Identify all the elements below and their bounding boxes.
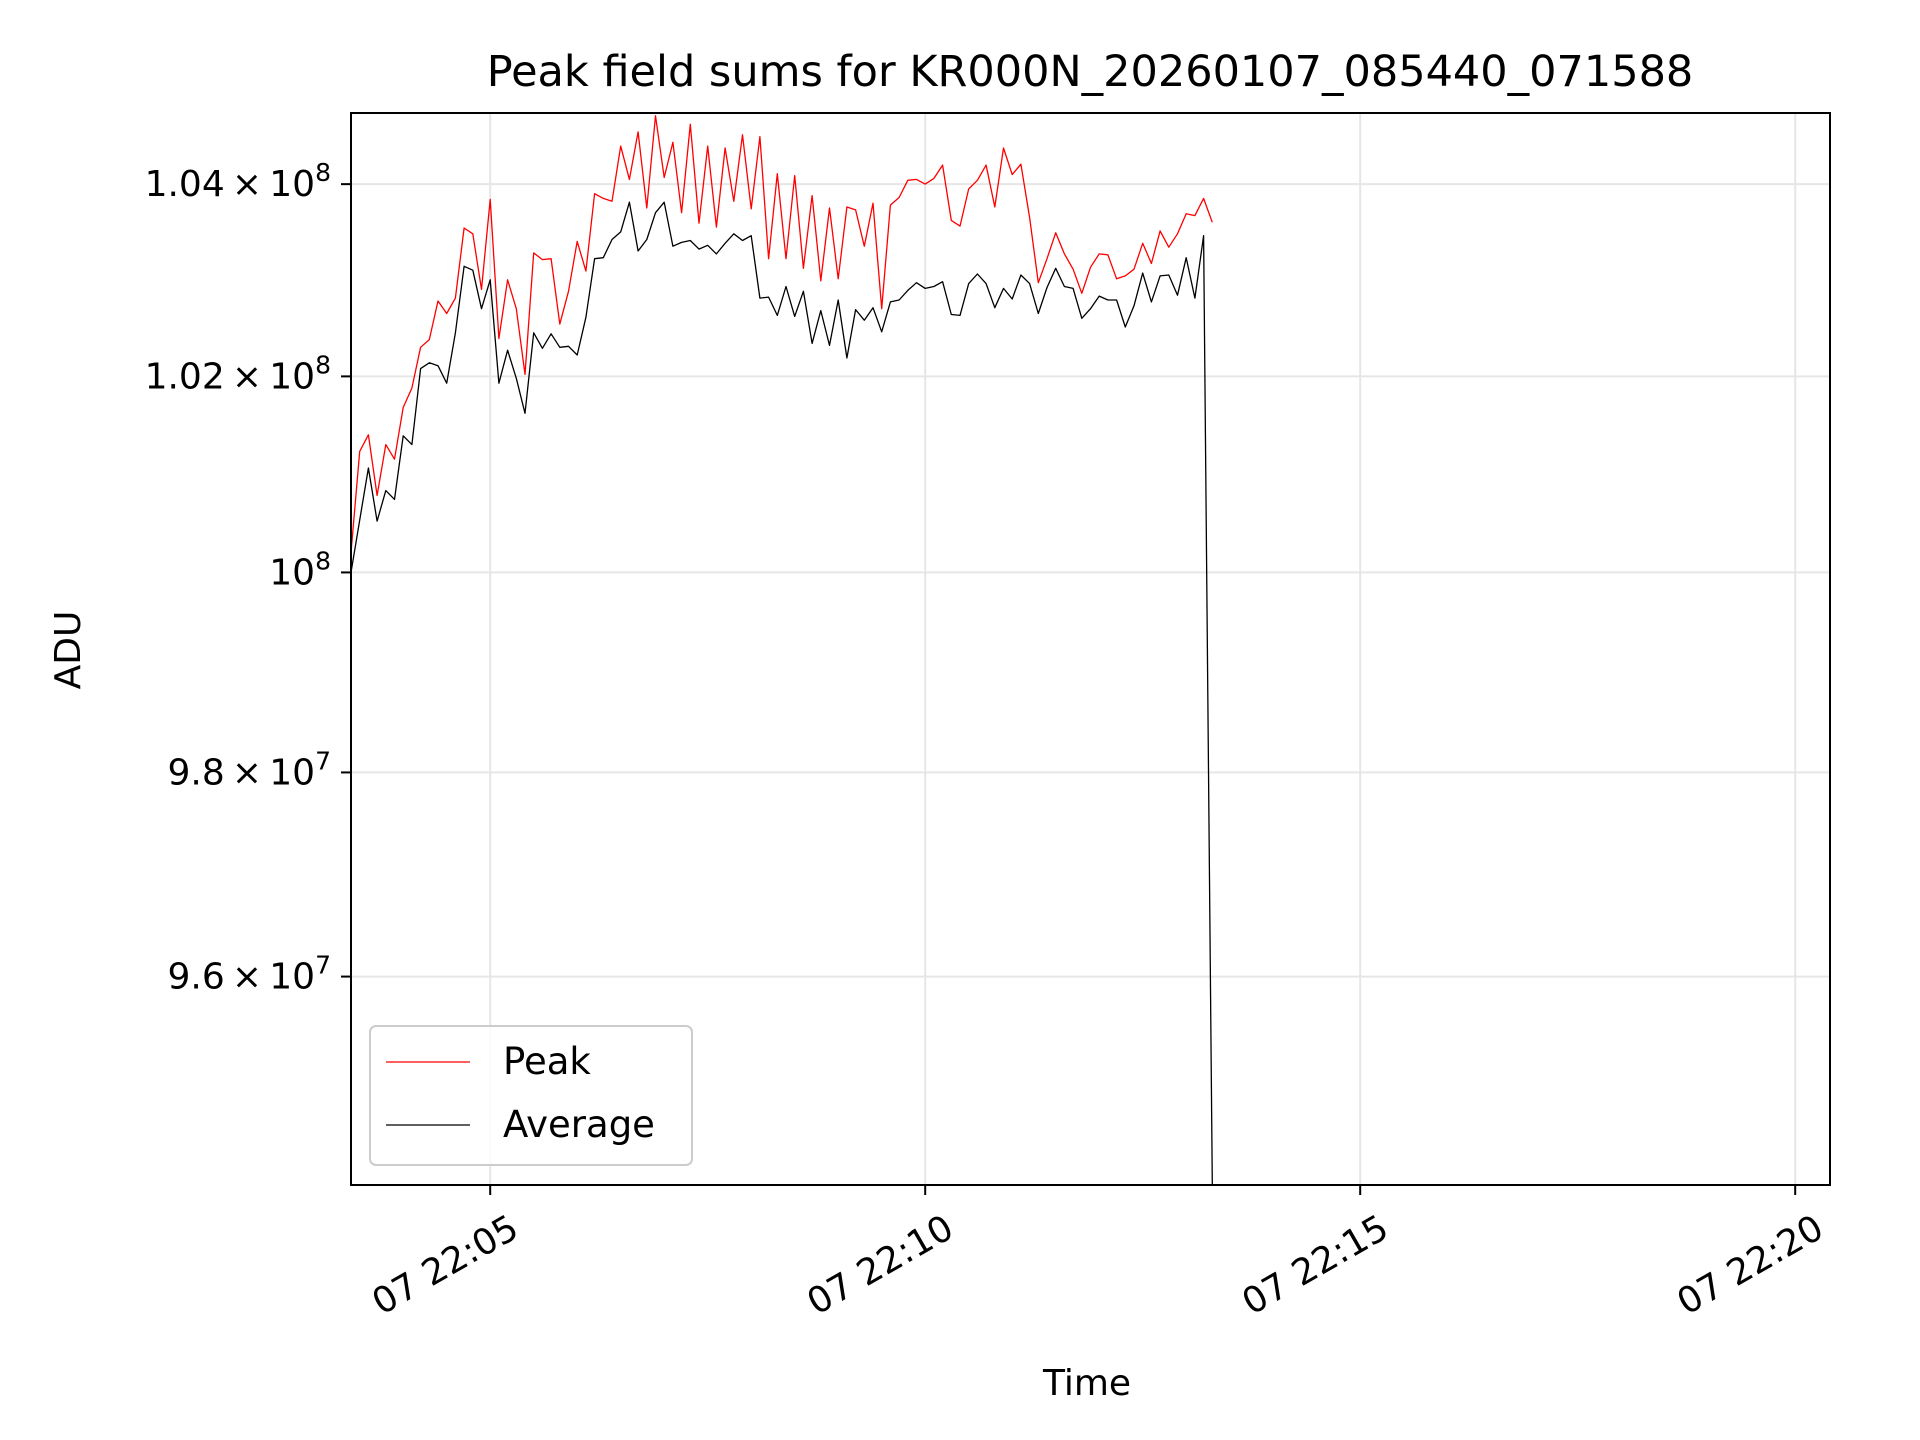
grid-lines (351, 113, 1830, 1185)
series-line-average (351, 201, 1213, 1185)
legend-label-peak: Peak (503, 1040, 591, 1083)
legend-label-average: Average (503, 1103, 655, 1146)
y-tick-label-4: 1.04 × 108 (145, 158, 331, 205)
legend: Peak Average (369, 1025, 693, 1166)
y-tick-label-2: 108 (269, 546, 331, 593)
legend-box (369, 1025, 693, 1166)
y-axis-title: ADU (48, 611, 89, 690)
series-lines (351, 115, 1213, 1185)
y-tick-label-0: 9.6 × 107 (167, 951, 331, 998)
chart-title: Peak field sums for KR000N_20260107_0854… (487, 47, 1694, 97)
y-tick-label-1: 9.8 × 107 (167, 746, 331, 793)
plot-frame (350, 112, 1831, 1186)
series-line-peak (351, 115, 1213, 553)
x-axis-title: Time (1042, 1363, 1131, 1404)
y-tick-label-3: 1.02 × 108 (145, 350, 331, 397)
